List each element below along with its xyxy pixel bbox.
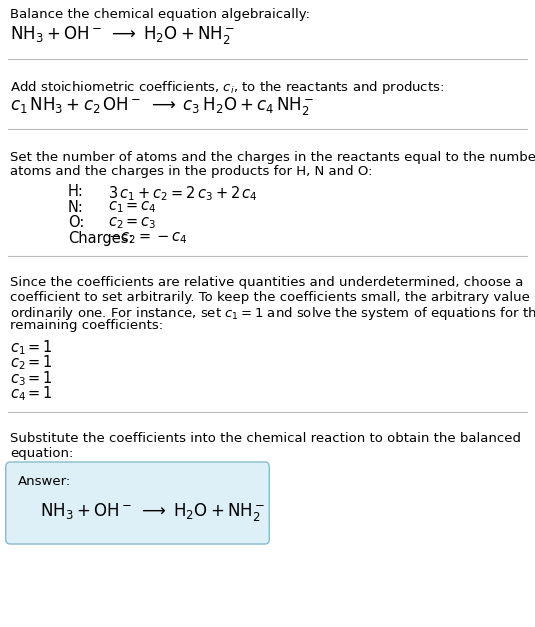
- Text: remaining coefficients:: remaining coefficients:: [10, 320, 163, 332]
- Text: $c_4 = 1$: $c_4 = 1$: [10, 384, 53, 403]
- Text: ordinarily one. For instance, set $c_1 = 1$ and solve the system of equations fo: ordinarily one. For instance, set $c_1 =…: [10, 305, 535, 322]
- Text: $c_1\,\mathrm{NH_3} + c_2\,\mathrm{OH^-} \;\longrightarrow\; c_3\,\mathrm{H_2O} : $c_1\,\mathrm{NH_3} + c_2\,\mathrm{OH^-}…: [10, 95, 314, 117]
- Text: Balance the chemical equation algebraically:: Balance the chemical equation algebraica…: [10, 8, 310, 21]
- Text: N:: N:: [68, 199, 84, 214]
- Text: $c_3 = 1$: $c_3 = 1$: [10, 369, 53, 387]
- Text: $\mathrm{NH_3 + OH^- \;\longrightarrow\; H_2O + NH_2^-}$: $\mathrm{NH_3 + OH^- \;\longrightarrow\;…: [40, 501, 265, 523]
- Text: coefficient to set arbitrarily. To keep the coefficients small, the arbitrary va: coefficient to set arbitrarily. To keep …: [10, 290, 535, 303]
- Text: $c_2 = c_3$: $c_2 = c_3$: [108, 215, 157, 231]
- Text: $3\,c_1 + c_2 = 2\,c_3 + 2\,c_4$: $3\,c_1 + c_2 = 2\,c_3 + 2\,c_4$: [108, 184, 258, 203]
- Text: Add stoichiometric coefficients, $c_i$, to the reactants and products:: Add stoichiometric coefficients, $c_i$, …: [10, 78, 444, 95]
- Text: $c_1 = c_4$: $c_1 = c_4$: [108, 199, 157, 215]
- Text: Charges:: Charges:: [68, 231, 134, 246]
- Text: Answer:: Answer:: [18, 475, 71, 488]
- Text: $c_2 = 1$: $c_2 = 1$: [10, 354, 53, 372]
- Text: H:: H:: [68, 184, 84, 199]
- FancyBboxPatch shape: [6, 462, 269, 544]
- Text: $-c_2 = -c_4$: $-c_2 = -c_4$: [108, 231, 187, 246]
- Text: Set the number of atoms and the charges in the reactants equal to the number of: Set the number of atoms and the charges …: [10, 151, 535, 164]
- Text: O:: O:: [68, 215, 85, 230]
- Text: Substitute the coefficients into the chemical reaction to obtain the balanced: Substitute the coefficients into the che…: [10, 432, 521, 445]
- Text: equation:: equation:: [10, 446, 73, 460]
- Text: $c_1 = 1$: $c_1 = 1$: [10, 338, 53, 357]
- Text: Since the coefficients are relative quantities and underdetermined, choose a: Since the coefficients are relative quan…: [10, 276, 523, 289]
- Text: $\mathrm{NH_3 + OH^- \;\longrightarrow\; H_2O + NH_2^-}$: $\mathrm{NH_3 + OH^- \;\longrightarrow\;…: [10, 24, 235, 46]
- Text: atoms and the charges in the products for H, N and O:: atoms and the charges in the products fo…: [10, 166, 372, 179]
